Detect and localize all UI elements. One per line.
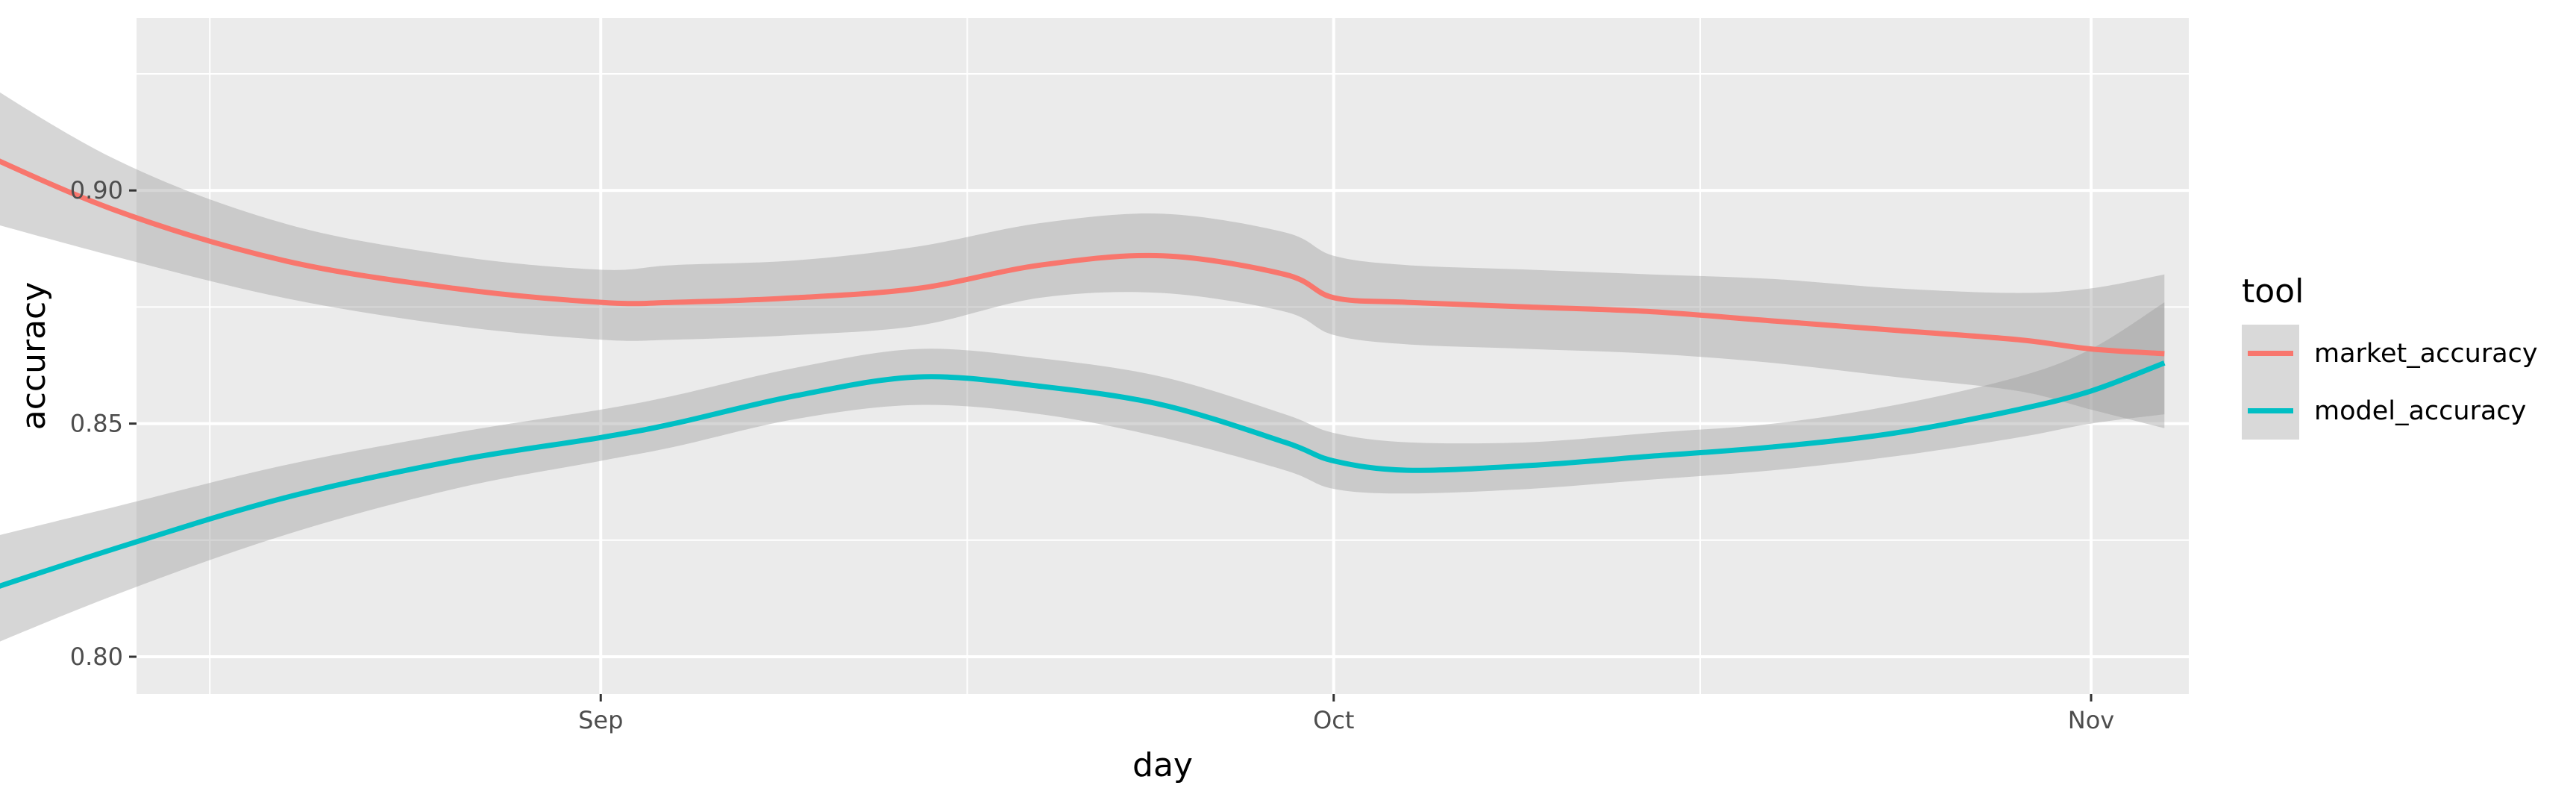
y-axis-title: accuracy	[15, 282, 53, 431]
line-model_accuracy	[0, 360, 2166, 589]
series-lines	[0, 158, 2166, 589]
y-axis: 0.80 0.85 0.90	[70, 176, 137, 671]
y-tick-label: 0.85	[70, 410, 123, 438]
y-tick-label: 0.90	[70, 176, 123, 204]
x-tick-label: Nov	[2068, 706, 2114, 734]
gridlines	[137, 18, 2189, 694]
legend-title: tool	[2242, 272, 2304, 310]
x-tick-label: Oct	[1313, 706, 1354, 734]
y-tick-label: 0.80	[70, 643, 123, 671]
legend-label-model_accuracy: model_accuracy	[2314, 396, 2526, 426]
legend-label-market_accuracy: market_accuracy	[2314, 339, 2538, 369]
plot-panel	[137, 18, 2189, 694]
x-tick-label: Sep	[578, 706, 623, 734]
x-axis: Sep Oct Nov	[578, 694, 2114, 734]
x-axis-title: day	[1132, 746, 1193, 784]
ribbon-model_accuracy	[0, 302, 2165, 642]
line-market_accuracy	[0, 158, 2165, 357]
legend: tool market_accuracy model_accuracy	[2242, 272, 2538, 440]
